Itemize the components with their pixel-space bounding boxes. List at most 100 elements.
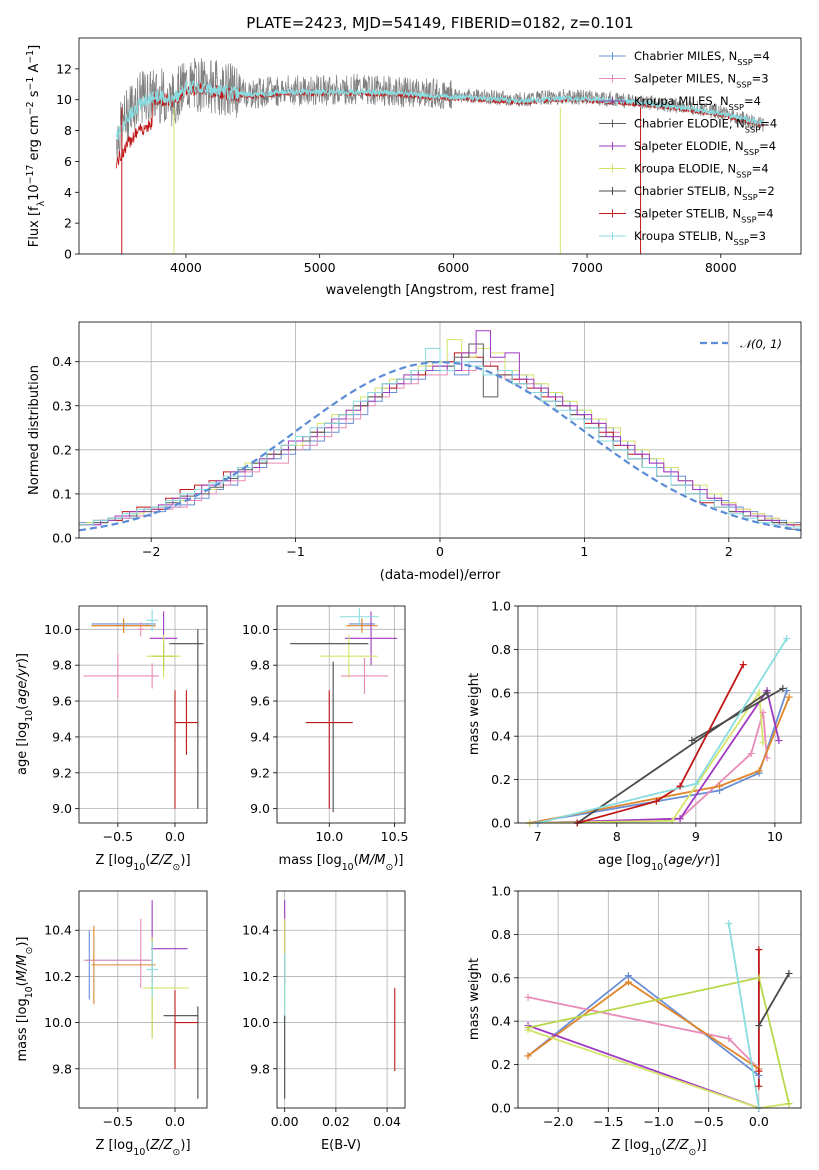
y-tick-label: 8 bbox=[64, 123, 72, 138]
y-tick-label: 9.8 bbox=[250, 1061, 270, 1076]
weight-series-line bbox=[529, 690, 764, 823]
age-vs-Z-axes: −0.5 0.0 9.0 9.2 9.4 9.6 9.8 10.0 Z [log10(Z/Z⊙)… bbox=[15, 605, 208, 873]
x-tick-label: 9 bbox=[692, 829, 700, 844]
y-tick-label: 1.0 bbox=[491, 599, 511, 614]
x-tick-label: 8 bbox=[613, 829, 621, 844]
y-tick-label: 1.0 bbox=[491, 884, 511, 899]
weight-marker bbox=[759, 739, 767, 747]
histogram-series bbox=[79, 347, 801, 528]
y-tick-label: 9.8 bbox=[52, 658, 72, 673]
y-tick-label: 0.6 bbox=[491, 970, 511, 985]
axes-frame bbox=[517, 605, 802, 824]
y-tick-label: 10.4 bbox=[44, 923, 72, 938]
weight-series-line bbox=[527, 974, 760, 1077]
y-tick-label: 0.8 bbox=[491, 642, 511, 657]
y-axis-label: Flux [fλ10−17 erg cm−2 s−1 A−1] bbox=[25, 45, 47, 247]
x-tick-label: −2.0 bbox=[543, 1114, 573, 1129]
normal-curve bbox=[79, 360, 801, 532]
weight-marker bbox=[524, 1024, 532, 1032]
axes-frame bbox=[78, 605, 208, 824]
age-vs-mass-axes: 10.0 10.5 9.0 9.2 9.4 9.6 9.8 10.0 mass [log10(M… bbox=[242, 605, 409, 873]
x-tick-label: 10.5 bbox=[381, 829, 409, 844]
y-axis-label: age [log10(age/yr)] bbox=[15, 653, 35, 775]
y-tick-label: 0.0 bbox=[491, 816, 511, 831]
x-tick-label: 10.0 bbox=[315, 829, 343, 844]
weight-marker bbox=[759, 708, 767, 716]
x-tick-label: 0 bbox=[436, 544, 444, 559]
weight-marker bbox=[783, 687, 791, 695]
y-tick-label: 9.4 bbox=[250, 729, 270, 744]
weight-marker bbox=[652, 797, 660, 805]
weight-marker bbox=[747, 750, 755, 758]
x-tick-label: 7 bbox=[534, 829, 542, 844]
plot-area bbox=[79, 330, 801, 532]
weight-marker bbox=[775, 737, 783, 745]
y-tick-label: 9.8 bbox=[52, 1061, 72, 1076]
y-tick-label: 0.4 bbox=[491, 1014, 511, 1029]
x-tick-label: 0.04 bbox=[373, 1114, 401, 1129]
x-tick-label: 4000 bbox=[170, 260, 202, 275]
weight-series-line bbox=[529, 696, 790, 823]
y-tick-label: 0.4 bbox=[52, 354, 72, 369]
weight-series-line bbox=[727, 923, 760, 1108]
weight-marker bbox=[755, 1067, 763, 1075]
x-axis-label: (data-model)/error bbox=[380, 568, 501, 583]
y-tick-label: 12 bbox=[56, 61, 72, 76]
legend-label: Chabrier STELIB, NSSP=2 bbox=[634, 184, 775, 202]
weight-marker bbox=[755, 1022, 763, 1030]
axes-frame bbox=[78, 321, 802, 539]
x-tick-label: −1.0 bbox=[643, 1114, 673, 1129]
y-tick-label: 10.0 bbox=[242, 622, 270, 637]
weight-marker bbox=[624, 978, 632, 986]
plot-area bbox=[115, 57, 764, 254]
x-tick-label: −0.5 bbox=[103, 1114, 133, 1129]
legend: Chabrier MILES, NSSP=4 Salpeter MILES, NS… bbox=[599, 49, 777, 247]
weight-series-line bbox=[577, 664, 745, 823]
legend-label: Kroupa ELODIE, NSSP=4 bbox=[634, 162, 769, 180]
model-spectrum-line bbox=[115, 80, 764, 141]
weight-series-line bbox=[537, 638, 788, 823]
x-tick-label: 0.02 bbox=[322, 1114, 350, 1129]
y-tick-label: 9.0 bbox=[52, 801, 72, 816]
y-axis-label: Normed distribution bbox=[27, 365, 42, 495]
weight-marker bbox=[785, 1100, 793, 1108]
weight-marker bbox=[785, 969, 793, 977]
weight-series-line bbox=[527, 1029, 790, 1108]
weight-marker bbox=[725, 920, 733, 928]
y-tick-label: 0.0 bbox=[52, 531, 72, 546]
weight-series-line bbox=[527, 996, 760, 1070]
y-tick-label: 9.6 bbox=[250, 694, 270, 709]
y-tick-label: 0.3 bbox=[52, 398, 72, 413]
weight-marker bbox=[779, 684, 787, 692]
legend-label: Salpeter MILES, NSSP=3 bbox=[634, 72, 769, 90]
weight-marker bbox=[624, 972, 632, 980]
mass-vs-Z-axes: −0.5 0.0 9.8 10.0 10.2 10.4 Z [log10(Z/Z⊙)] mas… bbox=[15, 890, 208, 1158]
spectrum-title: PLATE=2423, MJD=54149, FIBERID=0182, z=0… bbox=[246, 14, 633, 32]
legend-label: Kroupa STELIB, NSSP=3 bbox=[634, 229, 766, 247]
weight-marker bbox=[725, 1035, 733, 1043]
weight-marker bbox=[785, 693, 793, 701]
x-tick-label: 8000 bbox=[705, 260, 737, 275]
weight-marker bbox=[783, 635, 791, 643]
x-tick-label: −0.5 bbox=[693, 1114, 723, 1129]
weight-marker bbox=[688, 737, 696, 745]
x-tick-label: 10 bbox=[767, 829, 783, 844]
weight-series-line bbox=[691, 687, 784, 742]
axes-frame bbox=[78, 890, 208, 1109]
weight-marker bbox=[739, 661, 747, 669]
y-axis-label: mass weight bbox=[467, 673, 482, 755]
y-tick-label: 10.0 bbox=[242, 1015, 270, 1030]
x-axis-label: age [log10(age/yr)] bbox=[598, 853, 720, 873]
x-tick-label: −2 bbox=[142, 544, 160, 559]
weight-series-line bbox=[576, 692, 768, 823]
plot-area bbox=[83, 609, 204, 809]
axes-frame bbox=[276, 890, 406, 1109]
x-axis-label: mass [log10(M/M⊙)] bbox=[279, 853, 404, 873]
weight-marker bbox=[755, 1082, 763, 1090]
axes-frame bbox=[78, 37, 802, 255]
weight-marker bbox=[676, 815, 684, 823]
x-tick-label: 1 bbox=[580, 544, 588, 559]
weight-marker bbox=[755, 946, 763, 954]
x-tick-label: 0.00 bbox=[271, 1114, 299, 1129]
y-tick-label: 10.4 bbox=[242, 923, 270, 938]
